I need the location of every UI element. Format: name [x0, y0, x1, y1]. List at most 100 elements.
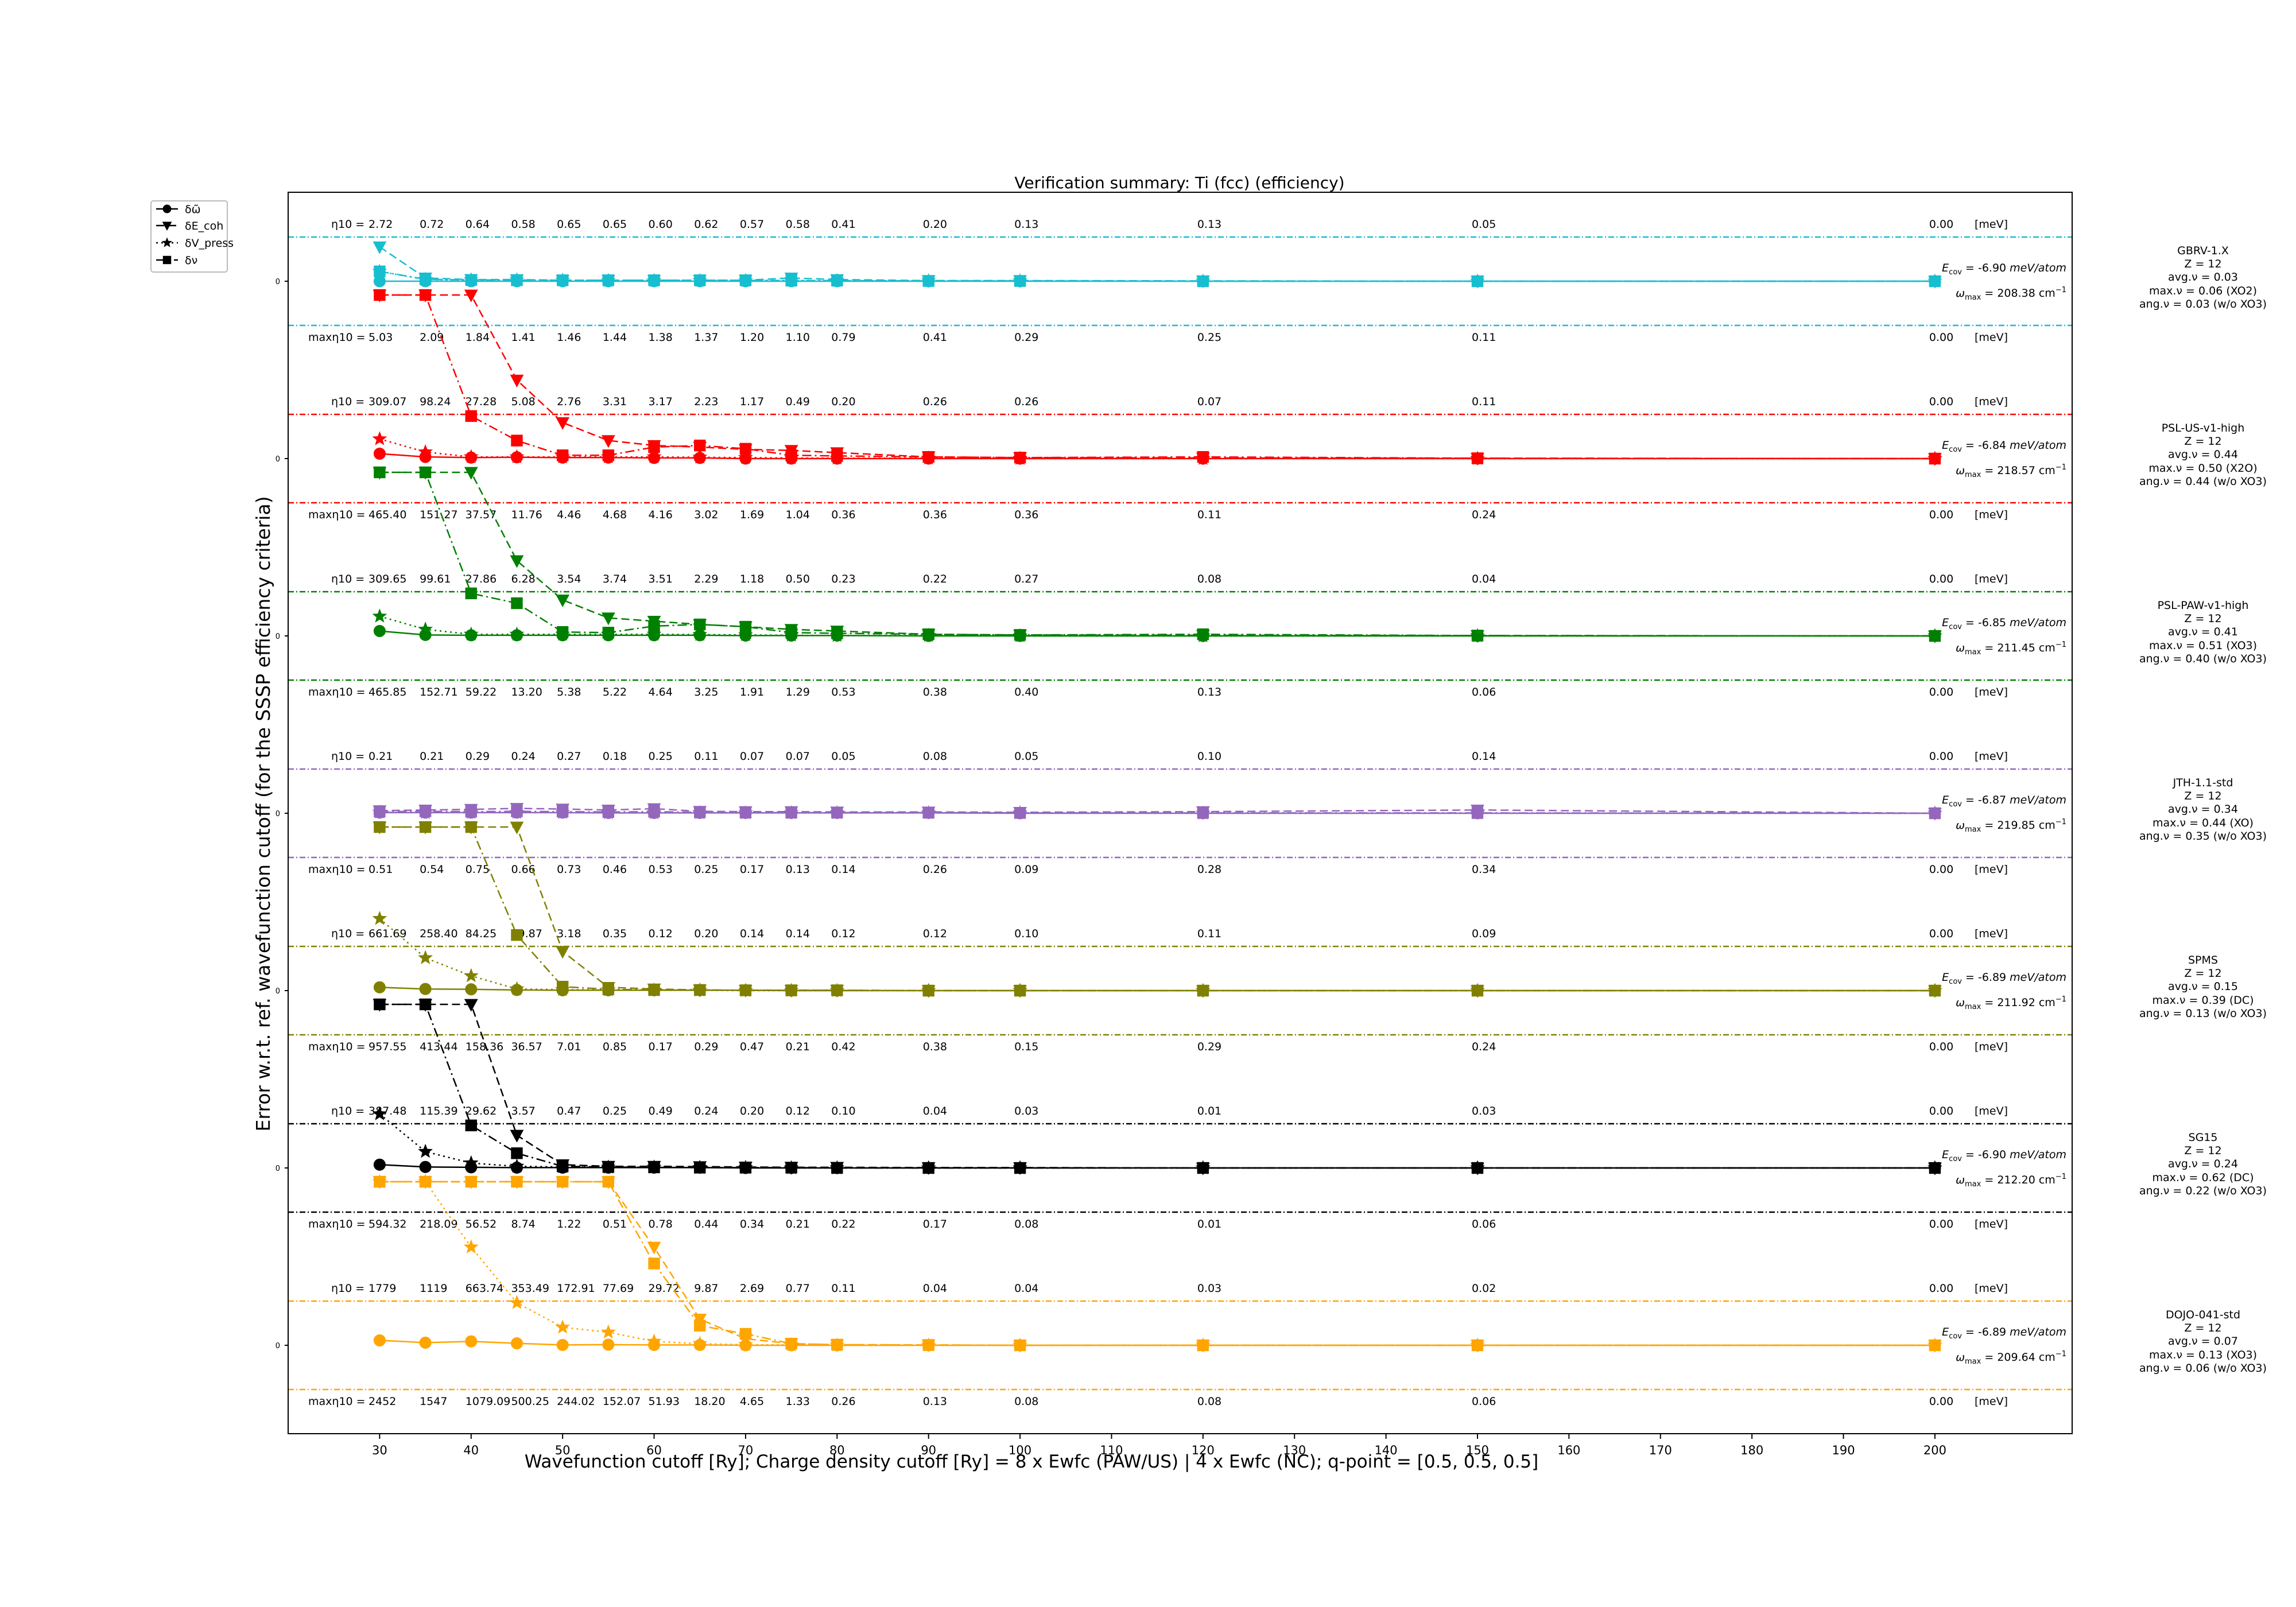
data-point — [739, 1327, 752, 1340]
unit-label: [meV] — [1975, 331, 2008, 344]
eta10-value: 0.04 — [923, 1282, 947, 1295]
max-eta10-value: 0.06 — [1472, 1395, 1496, 1408]
eta10-value: 6.28 — [511, 573, 535, 585]
data-point — [373, 1334, 386, 1346]
eta10-value: 0.12 — [649, 927, 673, 940]
max-eta10-value: 0.26 — [923, 863, 947, 876]
data-point — [374, 805, 386, 818]
data-point — [785, 1162, 797, 1174]
max-eta10-value: 13.20 — [511, 686, 542, 698]
eta10-value: 0.11 — [831, 1282, 855, 1295]
data-point — [419, 821, 432, 833]
max-eta10-value: 244.02 — [557, 1395, 595, 1408]
eta10-value: 0.64 — [466, 218, 490, 231]
data-point — [463, 968, 479, 983]
eta10-value: 0.03 — [1197, 1282, 1221, 1295]
data-point — [694, 1319, 706, 1332]
max-eta10-value: 5.03 — [369, 331, 393, 344]
e-cov-label: Ecov = -6.89 meV/atom — [1942, 971, 2066, 986]
data-point — [1929, 275, 1941, 288]
data-point — [464, 467, 478, 480]
data-point — [374, 265, 386, 278]
series-line — [379, 438, 1935, 460]
pp-max-nu: max.ν = 0.62 (DC) — [2152, 1171, 2254, 1184]
chart-title: Verification summary: Ti (fcc) (efficien… — [1014, 173, 1344, 192]
y-zero-label: 0 — [276, 1342, 280, 1350]
max-eta10-value: 0.85 — [603, 1041, 627, 1053]
data-point — [694, 440, 706, 452]
max-eta10-value: 1.69 — [740, 509, 764, 521]
eta10-value: 0.57 — [740, 218, 764, 231]
eta10-value: 0.26 — [1014, 395, 1038, 408]
y-zero-label: 0 — [276, 632, 280, 641]
data-point — [694, 1162, 706, 1174]
max-eta10-value: 36.57 — [511, 1041, 542, 1053]
e-cov-label: Ecov = -6.85 meV/atom — [1942, 616, 2066, 631]
eta10-value: 0.58 — [786, 218, 810, 231]
eta10-value: 0.14 — [786, 927, 810, 940]
data-point — [831, 1338, 843, 1351]
series-line — [379, 826, 1935, 992]
data-point — [1197, 275, 1209, 288]
series-lines — [372, 241, 1942, 1353]
data-point — [831, 450, 843, 462]
data-point — [465, 274, 477, 286]
eta10-value: 0.20 — [694, 927, 718, 940]
data-point — [511, 805, 523, 817]
data-point — [465, 1175, 477, 1188]
series-line — [379, 615, 1935, 637]
max-eta10-value: 0.79 — [831, 331, 855, 344]
pp-max-nu: max.ν = 0.44 (XO) — [2152, 817, 2254, 829]
data-point — [372, 608, 387, 623]
pp-ang-nu: ang.ν = 0.06 (w/o XO3) — [2139, 1362, 2267, 1375]
series-line — [379, 1003, 1935, 1169]
max-eta10-value: 37.57 — [466, 509, 497, 521]
eta10-value: 309.65 — [369, 573, 406, 585]
x-tick-label: 110 — [1100, 1443, 1123, 1457]
data-point — [922, 275, 934, 287]
data-point — [419, 1160, 432, 1173]
data-point — [648, 805, 660, 818]
eta10-value: 0.14 — [740, 927, 764, 940]
data-point — [602, 1161, 615, 1173]
max-eta10-value: 0.00 — [1929, 509, 1953, 521]
eta10-value: 0.20 — [740, 1105, 764, 1117]
unit-label: [meV] — [1975, 1282, 2008, 1295]
data-point — [1014, 629, 1026, 641]
max-eta10-value: 413.44 — [420, 1041, 457, 1053]
eta10-value: 0.11 — [1472, 395, 1496, 408]
eta10-value: 0.11 — [1197, 927, 1221, 940]
eta10-value: 0.62 — [694, 218, 718, 231]
data-point — [464, 289, 478, 302]
data-point — [1014, 807, 1026, 819]
max-eta10-value: 0.44 — [694, 1218, 718, 1231]
data-point — [555, 1319, 571, 1334]
x-tick-label: 130 — [1283, 1443, 1306, 1457]
data-point — [1471, 452, 1484, 464]
data-point — [374, 289, 386, 301]
data-point — [373, 981, 386, 993]
pp-name: PSL-US-v1-high — [2162, 422, 2245, 434]
series-nu-DOJO-041-std — [374, 1175, 1941, 1352]
max-eta10-value: 0.29 — [694, 1041, 718, 1053]
data-point — [372, 1106, 387, 1120]
eta10-value: 0.29 — [466, 750, 490, 763]
max-eta10-value: 0.54 — [420, 863, 444, 876]
omega-max-label: ωmax = 212.20 cm−1 — [1956, 1173, 2066, 1189]
plot-frame — [288, 192, 2073, 1434]
eta10-prefix: η10 = — [331, 927, 364, 940]
max-eta10-value: 465.40 — [369, 509, 406, 521]
pp-z: Z = 12 — [2184, 790, 2221, 802]
eta10-value: 661.69 — [369, 927, 406, 940]
max-eta10-value: 218.09 — [420, 1218, 457, 1231]
max-eta10-value: 0.17 — [649, 1041, 673, 1053]
eta10-value: 0.20 — [923, 218, 947, 231]
series-nu-JTH-1.1-std — [374, 805, 1941, 820]
x-tick-label: 30 — [372, 1443, 387, 1457]
eta10-value: 0.23 — [831, 573, 855, 585]
data-point — [162, 204, 172, 214]
data-point — [556, 417, 570, 430]
data-point — [510, 374, 524, 387]
x-tick-label: 190 — [1832, 1443, 1855, 1457]
omega-max-label: ωmax = 208.38 cm−1 — [1956, 286, 2066, 302]
